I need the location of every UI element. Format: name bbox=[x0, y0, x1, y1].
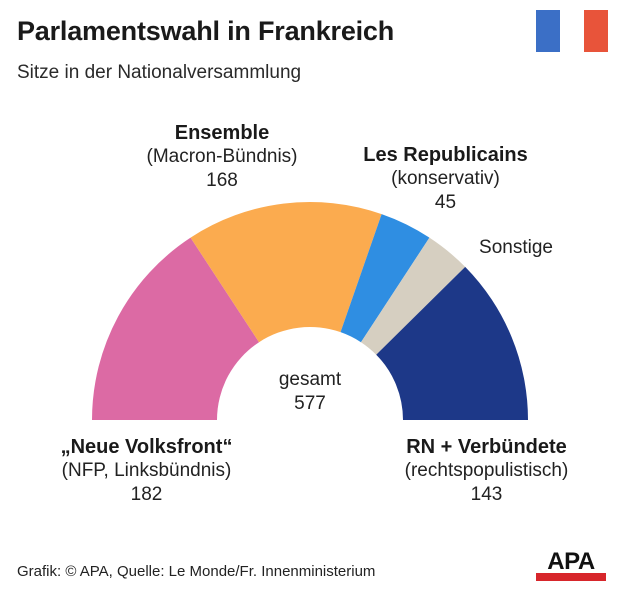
label-nfp-value: 182 bbox=[130, 484, 163, 505]
label-sonstige-name: Sonstige bbox=[479, 237, 553, 258]
label-rn-sub: (rechtspopulistisch) bbox=[404, 460, 569, 481]
label-lr-name: Les Republicains bbox=[363, 144, 528, 166]
segment-3 bbox=[340, 214, 430, 343]
label-ensemble-sub: (Macron-Bündnis) bbox=[146, 146, 298, 167]
label-nfp: „Neue Volksfront“ (NFP, Linksbündnis) 18… bbox=[34, 435, 259, 507]
page-title: Parlamentswahl in Frankreich bbox=[17, 16, 395, 46]
label-lr-value: 45 bbox=[434, 192, 457, 213]
flag-stripe-blue bbox=[536, 10, 560, 52]
page-subtitle: Sitze in der Nationalversammlung bbox=[17, 62, 302, 83]
label-ensemble-value: 168 bbox=[206, 170, 238, 191]
france-flag-icon bbox=[536, 10, 608, 52]
flag-stripe-red bbox=[584, 10, 608, 52]
segment-1 bbox=[92, 237, 260, 420]
label-lr-sub: (konservativ) bbox=[391, 168, 500, 189]
apa-logo: APA bbox=[536, 549, 606, 581]
label-sonstige: Sonstige bbox=[466, 236, 566, 260]
label-total: gesamt 577 bbox=[260, 368, 360, 416]
label-lr: Les Republicains (konservativ) 45 bbox=[343, 143, 548, 215]
label-rn-value: 143 bbox=[470, 484, 503, 505]
source-credit: Grafik: © APA, Quelle: Le Monde/Fr. Inne… bbox=[17, 563, 376, 580]
flag-stripe-white bbox=[560, 10, 584, 52]
label-total-value: 577 bbox=[294, 393, 326, 414]
label-rn: RN + Verbündete (rechtspopulistisch) 143 bbox=[374, 435, 599, 507]
apa-logo-text: APA bbox=[547, 548, 595, 575]
label-ensemble-name: Ensemble bbox=[174, 122, 270, 144]
label-ensemble: Ensemble (Macron-Bündnis) 168 bbox=[122, 121, 322, 193]
label-nfp-name: „Neue Volksfront“ bbox=[60, 436, 233, 458]
label-total-text: gesamt bbox=[278, 369, 342, 390]
segment-5 bbox=[376, 266, 528, 420]
apa-logo-bar bbox=[536, 573, 606, 581]
segment-2 bbox=[190, 202, 382, 343]
label-rn-name: RN + Verbündete bbox=[406, 436, 567, 458]
segment-4 bbox=[360, 237, 466, 355]
label-nfp-sub: (NFP, Linksbündnis) bbox=[61, 460, 232, 481]
